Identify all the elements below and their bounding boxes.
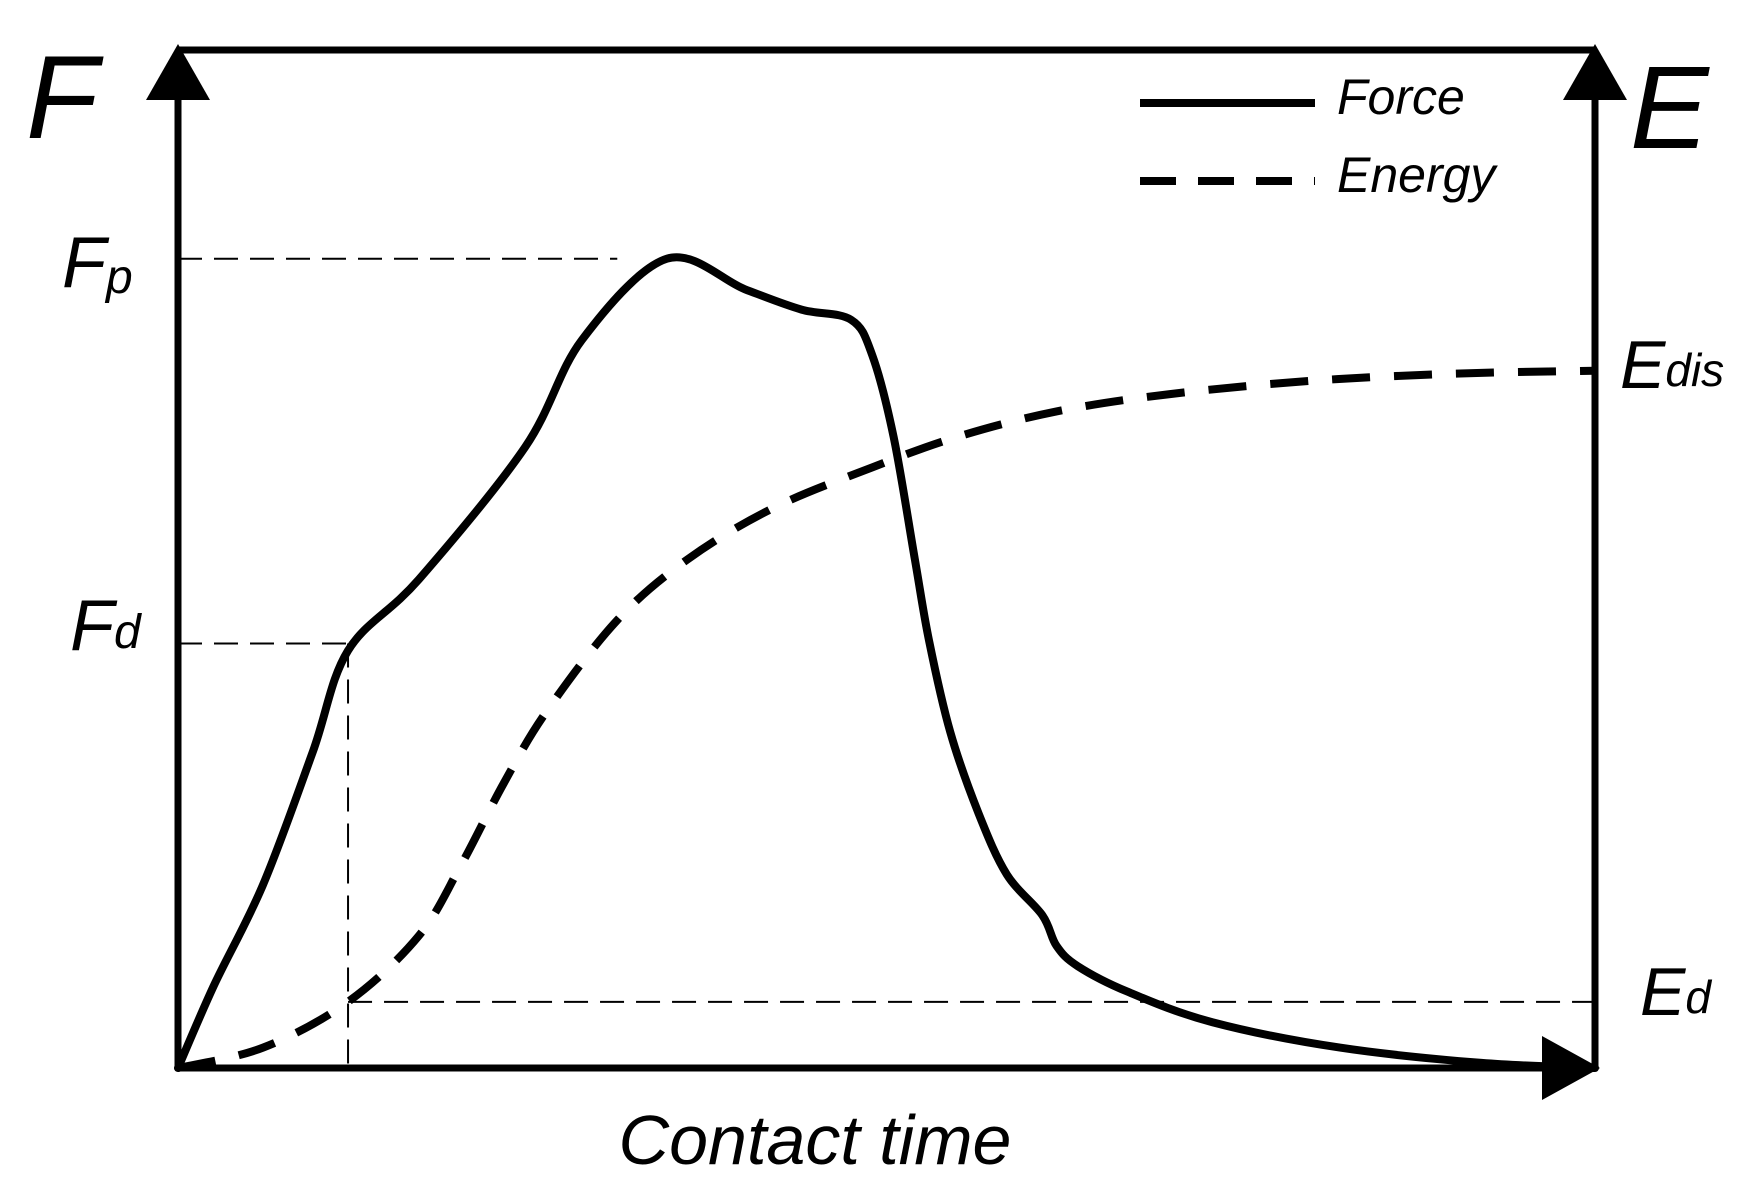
ed-label-main: E	[1640, 954, 1686, 1030]
fd-label-main: F	[70, 586, 118, 666]
fd-label-sub: d	[114, 606, 142, 659]
x-axis-arrow-icon	[1542, 1036, 1600, 1100]
edis-label-sub: dis	[1665, 344, 1724, 396]
legend: Force Energy	[1140, 69, 1498, 203]
reference-lines	[178, 257, 1595, 1068]
axis-arrowheads	[146, 44, 1627, 1100]
series-line-energy	[177, 366, 1596, 1072]
legend-label-force: Force	[1337, 69, 1465, 125]
fp-label-main: F	[62, 223, 110, 303]
edis-label-main: E	[1620, 327, 1666, 403]
series-line-force	[174, 253, 1599, 1072]
ed-label-sub: d	[1685, 971, 1712, 1023]
fp-label: Fp	[62, 223, 133, 304]
right-axis-title: E	[1630, 42, 1710, 174]
edis-label: Edis	[1620, 327, 1724, 403]
fd-label: Fd	[70, 586, 142, 666]
axes	[174, 46, 1599, 1072]
ed-label: Ed	[1640, 954, 1712, 1030]
x-axis-title: Contact time	[619, 1101, 1012, 1179]
series-layer	[174, 253, 1599, 1072]
fp-label-sub: p	[104, 251, 133, 304]
left-axis-title: F	[26, 32, 104, 164]
right-axis-arrow-icon	[1563, 44, 1627, 100]
left-axis-arrow-icon	[146, 44, 210, 100]
legend-label-energy: Energy	[1337, 147, 1498, 203]
